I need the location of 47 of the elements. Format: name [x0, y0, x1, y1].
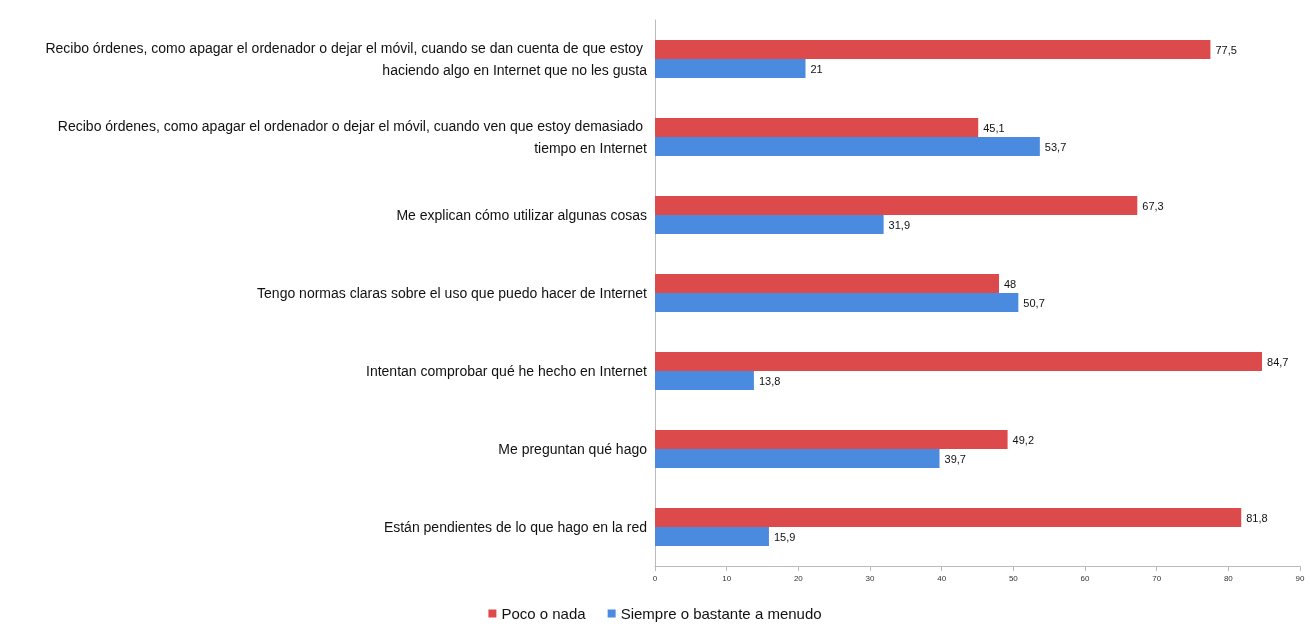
y-tick-label: Están pendientes de lo que hago en la red	[383, 519, 647, 535]
bar	[655, 352, 1263, 371]
x-tick-label: 0	[652, 573, 658, 583]
bar	[655, 196, 1138, 215]
data-label: 77,5	[1215, 43, 1237, 56]
bar	[655, 40, 1211, 59]
bar	[655, 59, 806, 78]
data-label: 50,7	[1023, 296, 1045, 309]
y-tick-label: Me explican cómo utilizar algunas cosas	[396, 207, 647, 223]
data-label: 48	[1004, 277, 1017, 290]
bar	[655, 118, 979, 137]
data-label: 15,9	[773, 530, 796, 543]
data-label: 31,9	[888, 218, 911, 231]
data-label: 49,2	[1012, 433, 1035, 446]
data-label: 81,8	[1246, 511, 1268, 524]
bar	[655, 449, 940, 468]
y-tick-label: Me preguntan qué hago	[498, 441, 648, 457]
x-tick-label: 20	[793, 573, 804, 583]
data-label: 13,8	[758, 374, 781, 387]
y-tick-label: Recibo órdenes, como apagar el ordenador o dejar el móvil, cuando ven que estoy demasiado tiempo en Internet	[57, 118, 648, 156]
x-tick-label: 80	[1223, 573, 1234, 583]
bar	[655, 215, 884, 234]
data-label: 84,7	[1267, 355, 1289, 368]
y-tick-label: Tengo normas claras sobre el uso que puedo hacer de Internet	[257, 285, 648, 301]
x-tick-label: 50	[1008, 573, 1019, 583]
legend-label: Poco o nada	[501, 605, 587, 622]
y-tick-label: Recibo órdenes, como apagar el ordenador o dejar el móvil, cuando se dan cuenta de que estoy haciendo algo en Internet que no les gusta	[45, 40, 648, 78]
data-label: 39,7	[944, 452, 966, 465]
bar	[655, 508, 1242, 527]
data-label: 53,7	[1044, 140, 1067, 153]
bar	[655, 137, 1040, 156]
data-label: 67,3	[1142, 199, 1164, 212]
x-tick-label: 70	[1152, 573, 1162, 583]
bar	[655, 293, 1019, 312]
x-tick-label: 10	[722, 573, 732, 583]
bar	[655, 527, 769, 546]
x-tick-label: 90	[1295, 573, 1305, 583]
data-label: 45,1	[983, 121, 1005, 134]
y-tick-label: Intentan comprobar qué he hecho en Internet	[366, 363, 648, 379]
x-tick-label: 60	[1080, 573, 1090, 583]
legend-label: Siempre o bastante a menudo	[620, 605, 822, 622]
bar	[655, 430, 1008, 449]
bar	[655, 274, 999, 293]
x-tick-label: 30	[865, 573, 875, 583]
bar	[655, 371, 754, 390]
x-tick-label: 40	[937, 573, 947, 583]
data-label: 21	[810, 62, 823, 75]
